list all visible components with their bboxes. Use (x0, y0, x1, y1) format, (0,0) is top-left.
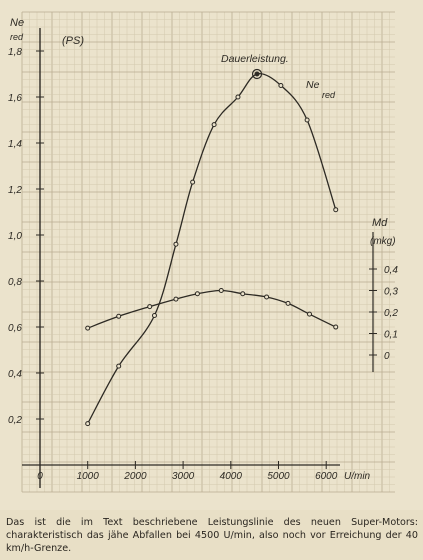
x-tick-label: 4000 (220, 471, 243, 482)
chart-grid (21, 11, 395, 493)
left-tick-label: 1,0 (8, 231, 22, 242)
right-tick-label: 0 (384, 351, 390, 362)
data-point (235, 94, 241, 100)
x-tick-label: 5000 (267, 471, 290, 482)
x-axis-label: U/min (344, 471, 371, 482)
left-tick-label: 1,6 (8, 93, 22, 104)
x-tick-label: 6000 (315, 471, 338, 482)
data-point (151, 313, 157, 318)
series-label-top: Ne (306, 79, 320, 91)
x-tick-label: 2000 (123, 471, 147, 482)
x-tick-label: 3000 (172, 471, 195, 482)
left-tick-label: 1,2 (8, 185, 22, 196)
chart-axes (22, 28, 374, 488)
x-tick-label: 0 (37, 471, 43, 482)
left-axis-label-bottom: red (10, 32, 24, 42)
data-point (173, 296, 179, 302)
data-point (190, 179, 196, 185)
left-tick-label: 0,2 (8, 415, 22, 426)
data-point (147, 304, 153, 310)
data-point (85, 325, 91, 331)
chart-series (85, 68, 339, 427)
data-point (285, 300, 291, 306)
x-tick-label: 1000 (77, 471, 100, 482)
left-tick-label: 0,8 (8, 277, 22, 288)
figure-caption: Das ist die im Text beschriebene Leistun… (6, 517, 418, 554)
right-axis-unit: (mkg) (370, 236, 396, 247)
right-tick-label: 0,4 (384, 265, 398, 276)
right-tick-label: 0,2 (384, 308, 398, 319)
annotation-dauerleistung: Dauerleistung. (221, 53, 289, 65)
series-label-bottom: red (322, 90, 336, 100)
right-axis-label: Md (372, 217, 388, 229)
data-point (116, 313, 122, 319)
right-tick-label: 0,1 (384, 330, 398, 341)
data-point (85, 421, 91, 427)
data-point (333, 207, 339, 213)
data-point (307, 311, 313, 317)
data-point (304, 117, 310, 123)
left-axis-unit: (PS) (62, 35, 84, 47)
performance-chart: 0 1000 2000 3000 4000 5000 6000 0,2 0,4 0,6 0,8 1,0… (0, 0, 423, 510)
left-tick-label: 0,6 (8, 323, 22, 334)
right-tick-label: 0,3 (384, 287, 398, 298)
chart-background (0, 0, 423, 510)
data-point (278, 83, 284, 88)
data-point (194, 291, 200, 297)
data-point (116, 363, 122, 369)
peak-marker (251, 68, 263, 80)
left-tick-label: 1,8 (8, 47, 22, 58)
data-point (173, 241, 179, 247)
data-point (333, 324, 339, 330)
data-point (240, 291, 246, 297)
data-point (211, 122, 217, 128)
peak-marker-dot (255, 72, 259, 76)
left-tick-label: 1,4 (8, 139, 22, 150)
left-tick-label: 0,4 (8, 369, 22, 380)
data-point (264, 294, 270, 300)
left-axis-label-top: Ne (10, 17, 24, 29)
chart-ticks: 0 1000 2000 3000 4000 5000 6000 0,2 0,4 0,6 0,8 1,0… (8, 47, 398, 482)
data-point (218, 288, 224, 293)
